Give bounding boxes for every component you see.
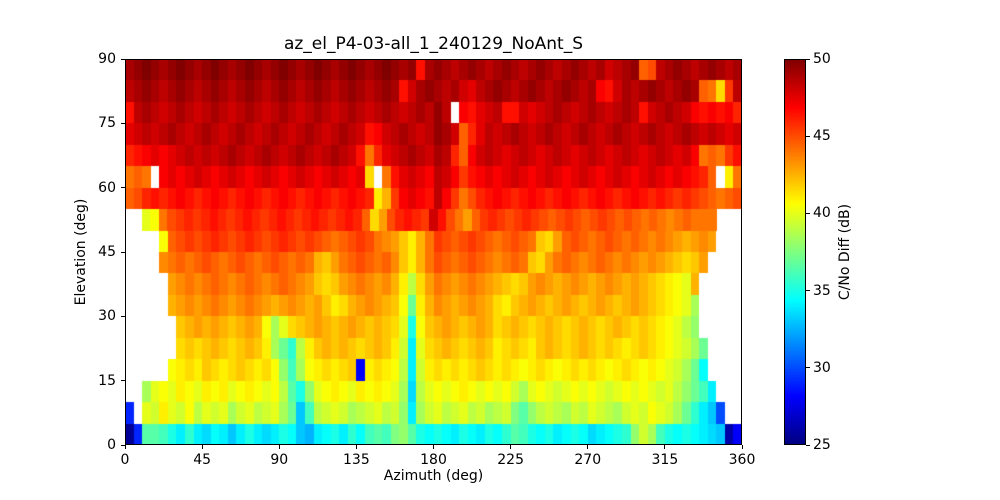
x-tick-label: 45: [193, 452, 212, 468]
y-tick-label: 15: [98, 372, 116, 389]
colorbar-canvas: [784, 59, 806, 445]
y-tick-label: 75: [98, 115, 116, 132]
colorbar-tick-label: 30: [813, 359, 831, 376]
y-tick-mark: [121, 444, 125, 446]
colorbar-tick-mark: [806, 367, 810, 369]
y-tick-mark: [121, 58, 125, 60]
x-tick-label: 315: [651, 452, 679, 468]
y-tick-label: 0: [107, 437, 116, 453]
y-tick-label: 45: [98, 244, 116, 260]
x-axis-label: Azimuth (deg): [383, 468, 484, 484]
heatmap-canvas: [125, 59, 742, 445]
y-tick-mark: [121, 315, 125, 317]
colorbar-tick-mark: [806, 290, 810, 292]
x-tick-mark: [587, 445, 589, 449]
x-tick-mark: [278, 445, 280, 449]
x-tick-mark: [741, 445, 743, 449]
x-tick-label: 135: [343, 452, 370, 468]
x-tick-mark: [355, 445, 357, 449]
colorbar-tick-mark: [806, 212, 810, 214]
chart-title: az_el_P4-03-all_1_240129_NoAnt_S: [283, 34, 584, 54]
y-tick-mark: [121, 380, 125, 382]
plot-area: [125, 59, 742, 445]
colorbar-tick-mark: [806, 444, 810, 446]
x-tick-label: 225: [497, 452, 524, 468]
colorbar-tick-label: 45: [813, 128, 831, 145]
y-tick-mark: [121, 251, 125, 253]
colorbar-tick-label: 40: [813, 205, 831, 222]
y-tick-label: 30: [98, 308, 116, 325]
colorbar-tick-label: 50: [813, 51, 831, 67]
x-tick-label: 360: [728, 452, 756, 468]
colorbar: [784, 59, 806, 445]
x-tick-label: 180: [420, 452, 447, 468]
x-tick-label: 90: [270, 452, 289, 468]
x-tick-mark: [664, 445, 666, 449]
y-axis-label: Elevation (deg): [73, 198, 89, 306]
x-tick-label: 270: [574, 452, 602, 468]
x-tick-mark: [510, 445, 512, 449]
y-tick-mark: [121, 187, 125, 189]
x-tick-label: 0: [120, 452, 130, 468]
y-tick-mark: [121, 122, 125, 124]
x-tick-mark: [433, 445, 434, 449]
colorbar-tick-label: 25: [813, 437, 831, 453]
x-tick-mark: [201, 445, 203, 449]
colorbar-tick-mark: [806, 58, 810, 60]
colorbar-tick-label: 35: [813, 282, 831, 299]
y-tick-label: 90: [98, 51, 116, 67]
y-tick-label: 60: [98, 179, 116, 196]
colorbar-tick-mark: [806, 135, 810, 137]
x-tick-mark: [124, 445, 126, 449]
